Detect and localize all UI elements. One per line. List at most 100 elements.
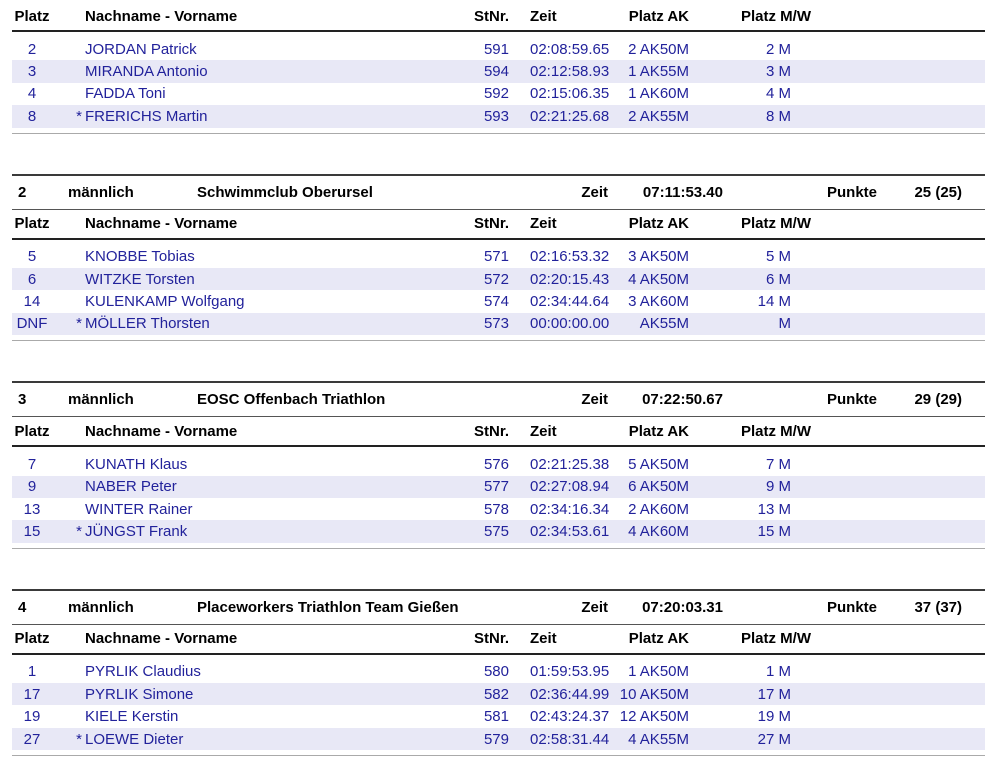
athlete-name: FADDA Toni xyxy=(85,85,166,103)
athlete-row: DNF * MÖLLER Thorsten 573 00:00:00.00 AK… xyxy=(12,312,985,336)
athlete-place: 15 xyxy=(23,522,41,540)
athlete-name: WINTER Rainer xyxy=(85,500,193,518)
athlete-name: NABER Peter xyxy=(85,478,177,496)
gender-place: 15 M xyxy=(757,522,791,540)
athlete-row: 17 PYRLIK Simone 582 02:36:44.99 10 AK50… xyxy=(12,683,985,706)
athlete-name: PYRLIK Claudius xyxy=(85,663,201,681)
athlete-time: 02:20:15.43 xyxy=(530,270,610,288)
team-section: 2 männlich Schwimmclub Oberursel Zeit 07… xyxy=(12,173,985,342)
athlete-name: KULENKAMP Wolfgang xyxy=(85,293,245,311)
gender-place: 1 M xyxy=(765,663,791,681)
start-number: 573 xyxy=(483,315,509,333)
start-number: 578 xyxy=(483,500,509,518)
athlete-time: 02:21:25.38 xyxy=(530,455,610,473)
team-name: EOSC Offenbach Triathlon xyxy=(197,391,386,409)
athlete-place: 14 xyxy=(23,293,41,311)
section-divider xyxy=(12,547,985,549)
team-gender: männlich xyxy=(68,598,134,616)
col-header-platz-ak: Platz AK xyxy=(628,422,689,440)
athlete-row: 8 * FRERICHS Martin 593 02:21:25.68 2 AK… xyxy=(12,105,985,128)
athlete-place: 8 xyxy=(27,107,37,125)
col-header-platz-mw: Platz M/W xyxy=(741,630,811,648)
col-header-stnr: StNr. xyxy=(473,630,509,648)
gender-place: M xyxy=(778,315,792,333)
athlete-time: 02:43:24.37 xyxy=(530,708,610,726)
athlete-name: LOEWE Dieter xyxy=(85,730,184,748)
athlete-time: 02:27:08.94 xyxy=(530,478,610,496)
athlete-rows: 1 PYRLIK Claudius 580 01:59:53.95 1 AK50… xyxy=(12,655,985,751)
athlete-row: 1 PYRLIK Claudius 580 01:59:53.95 1 AK50… xyxy=(12,661,985,683)
col-header-zeit: Zeit xyxy=(530,7,557,25)
athlete-rows: 2 JORDAN Patrick 591 02:08:59.65 2 AK50M… xyxy=(12,32,985,128)
athlete-rows: 5 KNOBBE Tobias 571 02:16:53.32 3 AK50M … xyxy=(12,240,985,336)
column-header-row: Platz Nachname - Vorname StNr. Zeit Plat… xyxy=(12,625,985,655)
substitute-marker: * xyxy=(76,315,82,333)
athlete-place: 4 xyxy=(27,85,37,103)
athlete-row: 3 MIRANDA Antonio 594 02:12:58.93 1 AK55… xyxy=(12,60,985,83)
col-header-platz: Platz xyxy=(14,215,50,233)
athlete-name: JORDAN Patrick xyxy=(85,40,197,58)
start-number: 591 xyxy=(483,40,509,58)
col-header-platz-mw: Platz M/W xyxy=(741,7,811,25)
col-header-zeit: Zeit xyxy=(530,422,557,440)
col-header-zeit: Zeit xyxy=(530,630,557,648)
athlete-name: KIELE Kerstin xyxy=(85,708,179,726)
start-number: 582 xyxy=(483,685,509,703)
col-header-platz-ak: Platz AK xyxy=(628,630,689,648)
col-header-zeit: Zeit xyxy=(530,215,557,233)
age-group-place: 4 AK50M xyxy=(628,270,689,288)
col-header-stnr: StNr. xyxy=(473,215,509,233)
athlete-place: 27 xyxy=(23,730,41,748)
team-name: Placeworkers Triathlon Team Gießen xyxy=(197,598,459,616)
athlete-name: JÜNGST Frank xyxy=(85,522,188,540)
start-number: 592 xyxy=(483,85,509,103)
col-header-name: Nachname - Vorname xyxy=(85,7,238,25)
team-punkte-label: Punkte xyxy=(826,391,877,409)
athlete-time: 02:16:53.32 xyxy=(530,248,610,266)
team-total-time: 07:20:03.31 xyxy=(642,598,723,616)
age-group-place: 4 AK60M xyxy=(628,522,689,540)
athlete-row: 4 FADDA Toni 592 02:15:06.35 1 AK60M 4 M xyxy=(12,83,985,105)
age-group-place: 10 AK50M xyxy=(619,685,689,703)
team-section: Platz Nachname - Vorname StNr. Zeit Plat… xyxy=(12,2,985,134)
athlete-name: KUNATH Klaus xyxy=(85,455,188,473)
athlete-time: 02:58:31.44 xyxy=(530,730,610,748)
athlete-time: 02:21:25.68 xyxy=(530,107,610,125)
team-points: 37 (37) xyxy=(914,598,962,616)
age-group-place: 12 AK50M xyxy=(619,708,689,726)
team-total-time: 07:22:50.67 xyxy=(642,391,723,409)
team-gender: männlich xyxy=(68,183,134,201)
gender-place: 7 M xyxy=(765,455,791,473)
team-section: 4 männlich Placeworkers Triathlon Team G… xyxy=(12,588,985,757)
gender-place: 27 M xyxy=(757,730,791,748)
team-rank: 3 xyxy=(18,391,27,409)
athlete-name: KNOBBE Tobias xyxy=(85,248,195,266)
col-header-platz: Platz xyxy=(14,7,50,25)
athlete-name: MÖLLER Thorsten xyxy=(85,315,210,333)
age-group-place: 3 AK50M xyxy=(628,248,689,266)
col-header-platz-ak: Platz AK xyxy=(628,7,689,25)
gender-place: 3 M xyxy=(765,63,791,81)
team-punkte-label: Punkte xyxy=(826,598,877,616)
athlete-time: 02:12:58.93 xyxy=(530,63,610,81)
age-group-place: 1 AK50M xyxy=(628,663,689,681)
substitute-marker: * xyxy=(76,522,82,540)
col-header-stnr: StNr. xyxy=(473,7,509,25)
column-header-row: Platz Nachname - Vorname StNr. Zeit Plat… xyxy=(12,210,985,240)
athlete-time: 01:59:53.95 xyxy=(530,663,610,681)
col-header-name: Nachname - Vorname xyxy=(85,215,238,233)
athlete-row: 7 KUNATH Klaus 576 02:21:25.38 5 AK50M 7… xyxy=(12,453,985,475)
team-gender: männlich xyxy=(68,391,134,409)
col-header-platz: Platz xyxy=(14,630,50,648)
col-header-platz-mw: Platz M/W xyxy=(741,215,811,233)
team-results-document: Platz Nachname - Vorname StNr. Zeit Plat… xyxy=(12,2,985,757)
col-header-platz-mw: Platz M/W xyxy=(741,422,811,440)
athlete-place: 6 xyxy=(27,270,37,288)
column-header-row: Platz Nachname - Vorname StNr. Zeit Plat… xyxy=(12,417,985,448)
team-rank: 4 xyxy=(18,598,27,616)
gender-place: 2 M xyxy=(765,40,791,58)
gender-place: 4 M xyxy=(765,85,791,103)
athlete-row: 19 KIELE Kerstin 581 02:43:24.37 12 AK50… xyxy=(12,705,985,727)
age-group-place: 2 AK60M xyxy=(628,500,689,518)
col-header-name: Nachname - Vorname xyxy=(85,630,238,648)
